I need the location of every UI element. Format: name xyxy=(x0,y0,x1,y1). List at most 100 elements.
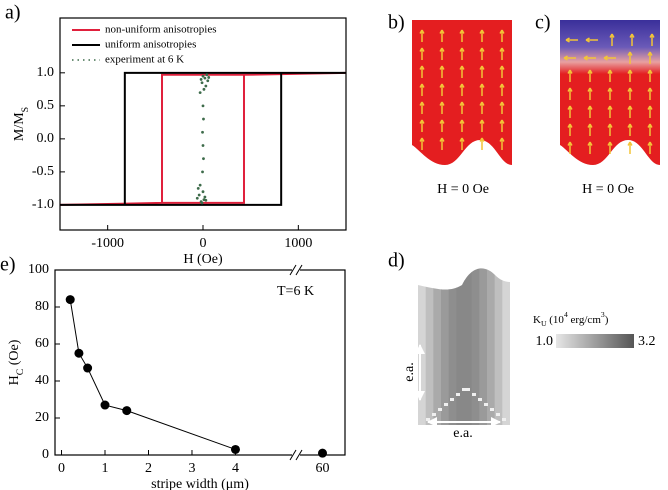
data-point xyxy=(202,190,205,193)
data-point xyxy=(201,131,204,134)
data-point xyxy=(206,79,209,82)
easy-axis-cell xyxy=(502,418,506,421)
label-part: H xyxy=(7,375,22,385)
x-tick-label: 3 xyxy=(188,461,195,476)
easy-axis-cell xyxy=(438,408,442,411)
data-point xyxy=(202,144,205,147)
stripe xyxy=(487,262,495,427)
y-tick-label: -1.0 xyxy=(32,197,54,212)
x-tick-label: 60 xyxy=(316,461,330,476)
easy-axis-cell xyxy=(484,403,488,406)
label-part: M/M xyxy=(12,112,27,141)
series-line xyxy=(60,73,346,205)
figure: b) H = 0 Oe c) H = 0 Oe d) e.a. e.a. KU … xyxy=(0,0,668,490)
panel-label: c) xyxy=(535,12,551,34)
panel-b: b) H = 0 Oe xyxy=(388,12,512,198)
x-tick-label: 4 xyxy=(232,461,239,476)
panel-d: d) e.a. e.a. KU (104 erg/cm3) 1.0 3.2 xyxy=(388,250,656,442)
data-point xyxy=(202,157,205,160)
panel-label: e) xyxy=(0,254,16,276)
data-point xyxy=(207,76,210,79)
legend-label: experiment at 6 K xyxy=(105,54,184,66)
x-axis-label: stripe width (μm) xyxy=(151,477,249,490)
stripe xyxy=(479,262,487,427)
data-point xyxy=(199,184,202,187)
label-part: (Oe) xyxy=(7,339,22,368)
data-point xyxy=(74,349,83,358)
data-point xyxy=(204,199,207,202)
data-point xyxy=(101,401,110,410)
label-part: (10 xyxy=(547,314,565,326)
easy-axis-cell xyxy=(462,388,466,391)
x-axis-label: H (Oe) xyxy=(183,252,223,267)
data-point xyxy=(201,81,204,84)
data-point xyxy=(83,364,92,373)
data-point xyxy=(200,78,203,81)
colorbar xyxy=(556,334,634,348)
anisotropy-map xyxy=(418,262,511,427)
data-point xyxy=(231,445,240,454)
data-point xyxy=(122,406,131,415)
x-tick-label: 1 xyxy=(102,461,109,476)
panel-label: b) xyxy=(388,12,405,34)
stripe xyxy=(426,262,434,427)
y-tick-label: 0.0 xyxy=(37,131,55,146)
data-point xyxy=(66,295,75,304)
easy-axis-cell xyxy=(426,418,430,421)
x-tick-label: 0 xyxy=(200,236,207,251)
data-point xyxy=(199,91,202,94)
y-tick-label: 0 xyxy=(42,447,49,462)
x-tick-label: 2 xyxy=(145,461,152,476)
y-tick-label: 100 xyxy=(28,262,49,277)
y-tick-label: 20 xyxy=(35,410,49,425)
stripe xyxy=(464,262,472,427)
data-point xyxy=(203,88,206,91)
colorbar-label: KU (104 erg/cm3) xyxy=(533,310,609,328)
stripe xyxy=(418,262,426,427)
stripe xyxy=(502,262,510,427)
y-tick-label: 60 xyxy=(35,336,49,351)
series-line xyxy=(60,73,346,205)
x-tick-label: 1000 xyxy=(284,236,312,251)
label-part: S xyxy=(20,107,31,112)
plot-frame xyxy=(60,18,346,230)
legend-label: uniform anisotropies xyxy=(105,39,196,51)
data-point xyxy=(204,77,207,80)
easy-axis-cell xyxy=(432,413,436,416)
easy-axis-label: e.a. xyxy=(453,426,472,441)
y-tick-label: 1.0 xyxy=(37,65,55,80)
data-point xyxy=(204,196,207,199)
caption: H = 0 Oe xyxy=(582,182,634,197)
data-point xyxy=(198,194,201,197)
easy-axis-cell xyxy=(490,408,494,411)
easy-axis-label: e.a. xyxy=(402,362,417,381)
easy-axis-cell xyxy=(472,393,476,396)
easy-axis-cell xyxy=(450,398,454,401)
y-tick-label: 40 xyxy=(35,373,49,388)
data-point xyxy=(202,118,205,121)
panel-label: a) xyxy=(5,2,21,24)
y-axis-label: M/MS xyxy=(12,107,31,141)
easy-axis-cell xyxy=(444,403,448,406)
data-point xyxy=(196,197,199,200)
data-point xyxy=(204,85,207,88)
x-tick-label: 0 xyxy=(58,461,65,476)
y-tick-label: -0.5 xyxy=(32,164,54,179)
x-tick-label: -1000 xyxy=(91,236,124,251)
data-point xyxy=(205,73,208,76)
label-part: erg/cm xyxy=(568,314,602,326)
data-point xyxy=(197,187,200,190)
easy-axis-cell xyxy=(466,388,470,391)
stripe xyxy=(495,262,503,427)
stripe xyxy=(472,262,480,427)
y-tick-label: 80 xyxy=(35,299,49,314)
legend-label: non-uniform anisotropies xyxy=(105,24,217,36)
data-point xyxy=(202,104,205,107)
colorbar-max: 3.2 xyxy=(638,334,656,349)
stripe xyxy=(449,262,457,427)
data-point xyxy=(318,449,327,458)
caption: H = 0 Oe xyxy=(437,182,489,197)
easy-axis-cell xyxy=(478,398,482,401)
panel-c: c) H = 0 Oe xyxy=(535,12,660,198)
data-point xyxy=(201,202,204,205)
